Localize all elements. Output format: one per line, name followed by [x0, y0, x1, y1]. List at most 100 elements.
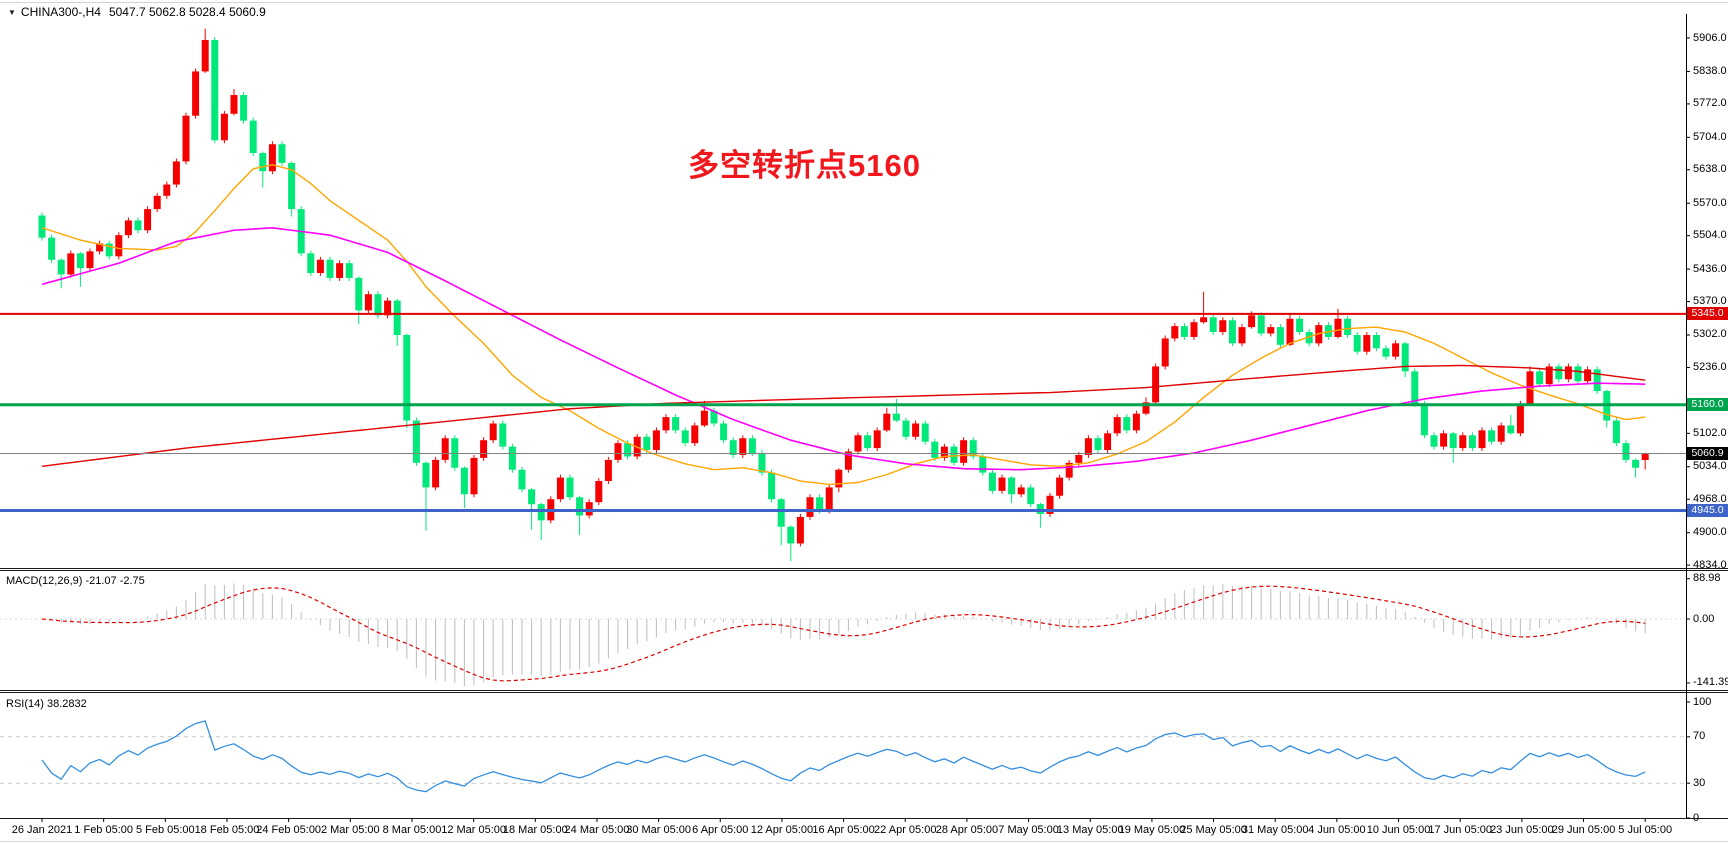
- time-axis-label: 23 Jun 05:00: [1490, 824, 1554, 836]
- rsi-scale-label: 100: [1693, 695, 1712, 708]
- candle-body: [278, 144, 286, 163]
- rsi-scale-label: 30: [1693, 776, 1706, 789]
- candle-body: [1459, 435, 1467, 449]
- candle-body: [1382, 348, 1390, 357]
- candle-body: [921, 423, 929, 442]
- ma-fast: [41, 164, 1646, 486]
- candle-body: [336, 263, 344, 278]
- candle-body: [403, 334, 411, 421]
- candle-body: [1305, 332, 1313, 344]
- candle-body: [1516, 403, 1524, 434]
- time-axis-label: 5 Jul 05:00: [1618, 824, 1673, 836]
- candle-body: [1564, 366, 1572, 380]
- time-axis-label: 19 May 05:00: [1118, 824, 1186, 836]
- candle-body: [931, 441, 939, 458]
- rsi-legend: RSI(14) 38.2832: [6, 698, 87, 710]
- candle-body: [604, 459, 612, 482]
- price-axis-label: 5236.0: [1693, 360, 1727, 373]
- time-axis-label: 18 Mar 05:00: [502, 824, 568, 836]
- candle-body: [1411, 371, 1419, 404]
- candle-body: [508, 446, 516, 470]
- candle-body: [758, 452, 766, 473]
- candle-body: [1238, 327, 1246, 344]
- candle-body: [576, 497, 584, 516]
- candle-body: [172, 161, 180, 185]
- candle-body: [153, 195, 161, 210]
- candle-body: [796, 516, 804, 544]
- candle-body: [192, 71, 200, 116]
- candle-body: [220, 113, 228, 141]
- candle-body: [969, 440, 977, 457]
- candle-body: [979, 456, 987, 473]
- candle-body: [1497, 425, 1505, 442]
- time-axis-label: 31 May 05:00: [1241, 824, 1309, 836]
- time-axis-label: 17 Jun 05:00: [1428, 824, 1493, 836]
- candle-body: [998, 477, 1006, 491]
- candle-body: [1555, 366, 1563, 380]
- candle-body: [67, 253, 75, 275]
- candle-body: [1209, 317, 1217, 333]
- macd-scale-label: 88.98: [1693, 572, 1721, 585]
- candle-body: [384, 300, 392, 316]
- candle-body: [595, 481, 603, 503]
- candle-body: [1248, 315, 1256, 328]
- candle-body: [854, 435, 862, 452]
- candle-body: [1123, 417, 1131, 431]
- candle-body: [1008, 477, 1016, 495]
- price-axis-label: 4968.0: [1693, 492, 1727, 505]
- candle-body: [1257, 315, 1265, 334]
- candle-body: [1430, 435, 1438, 447]
- candle-body: [364, 294, 372, 311]
- price-axis-label: 5704.0: [1693, 130, 1727, 143]
- time-axis-label: 12 Mar 05:00: [441, 824, 507, 836]
- candle-body: [470, 457, 478, 495]
- candle-body: [105, 243, 113, 257]
- candle-body: [1507, 425, 1515, 434]
- candle-body: [1344, 318, 1352, 335]
- candle-body: [268, 144, 276, 172]
- candle-body: [873, 430, 881, 449]
- candle-body: [1228, 320, 1236, 344]
- window-top-border: [0, 2, 1728, 3]
- time-axis-label: 28 Apr 05:00: [935, 824, 999, 836]
- candle-body: [345, 263, 353, 278]
- macd-panel: [0, 583, 1686, 687]
- candle-body: [211, 39, 219, 141]
- candle-body: [38, 215, 46, 238]
- candle-body: [691, 425, 699, 444]
- collapse-triangle-icon[interactable]: ▼: [8, 8, 16, 17]
- candle-body: [1104, 433, 1112, 451]
- candle-body: [249, 120, 257, 154]
- candle-body: [460, 467, 468, 495]
- macd-scale-label: 0.00: [1693, 612, 1715, 625]
- candle-body: [700, 410, 708, 426]
- candle-body: [1190, 322, 1198, 337]
- candle-body: [1536, 371, 1544, 385]
- candle-body: [412, 420, 420, 463]
- candle-body: [1545, 366, 1553, 385]
- time-axis-label: 24 Mar 05:00: [564, 824, 630, 836]
- annotation-text: 多空转折点5160: [688, 148, 921, 183]
- ma-slow-line: [41, 364, 1646, 467]
- candle-body: [163, 184, 171, 196]
- time-axis-label: 7 May 05:00: [998, 824, 1059, 836]
- time-axis-label: 8 Mar 05:00: [382, 824, 442, 836]
- candle-body: [1113, 417, 1121, 434]
- candle-body: [1065, 462, 1073, 478]
- candle-body: [1161, 338, 1169, 367]
- symbol-info-bar[interactable]: ▼ CHINA300-,H4 5047.7 5062.8 5028.4 5060.9: [8, 5, 266, 19]
- candle-body: [144, 209, 152, 231]
- price-axis-label: 5370.0: [1693, 295, 1727, 308]
- candle-body: [1286, 318, 1294, 345]
- candle-body: [201, 39, 209, 72]
- candle-body: [614, 443, 622, 460]
- candle-body: [1075, 454, 1083, 463]
- candle-body: [1027, 487, 1035, 505]
- candle-body: [230, 95, 238, 114]
- candle-body: [652, 430, 660, 451]
- candle-body: [643, 436, 651, 451]
- macd-scale-label: -141.39: [1693, 676, 1728, 689]
- candle-body: [96, 243, 104, 252]
